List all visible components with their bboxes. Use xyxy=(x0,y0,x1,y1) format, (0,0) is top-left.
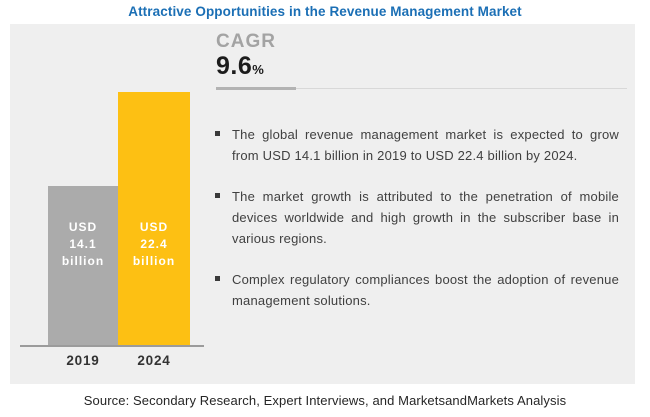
page-title: Attractive Opportunities in the Revenue … xyxy=(128,4,522,19)
cagr-label: CAGR xyxy=(216,31,276,52)
bullet-square-icon xyxy=(215,193,220,198)
bar-2019 xyxy=(48,186,118,345)
bullet-list: The global revenue management market is … xyxy=(215,124,619,331)
bar-label-line: 22.4 xyxy=(140,237,168,251)
divider-line xyxy=(216,88,627,89)
chart-panel: USD 14.1 billion USD 22.4 billion 2019 2… xyxy=(10,24,635,384)
bullet-text: The market growth is attributed to the p… xyxy=(232,189,619,246)
x-tick-2019: 2019 xyxy=(66,353,100,368)
cagr-percent-sign: % xyxy=(252,62,265,77)
bar-label-2024: USD 22.4 billion xyxy=(118,219,190,270)
bar-label-line: USD xyxy=(68,220,98,234)
bar-label-line: USD xyxy=(139,220,169,234)
bullet-text: The global revenue management market is … xyxy=(232,127,619,163)
x-tick-2024: 2024 xyxy=(137,353,171,368)
cagr-value: 9.6% xyxy=(216,52,264,81)
bar-label-line: billion xyxy=(61,254,105,268)
bullet-item: Complex regulatory compliances boost the… xyxy=(215,269,619,311)
bullet-square-icon xyxy=(215,131,220,136)
bullet-square-icon xyxy=(215,276,220,281)
bar-2024 xyxy=(118,92,190,345)
cagr-number: 9.6 xyxy=(216,52,253,80)
bullet-item: The global revenue management market is … xyxy=(215,124,619,166)
divider-accent xyxy=(216,87,296,90)
bullet-item: The market growth is attributed to the p… xyxy=(215,186,619,249)
source-attribution: Source: Secondary Research, Expert Inter… xyxy=(83,393,567,408)
bar-label-2019: USD 14.1 billion xyxy=(48,219,118,270)
x-axis-line xyxy=(20,345,204,347)
bar-label-line: 14.1 xyxy=(69,237,97,251)
bar-label-line: billion xyxy=(132,254,176,268)
bullet-text: Complex regulatory compliances boost the… xyxy=(232,272,619,308)
